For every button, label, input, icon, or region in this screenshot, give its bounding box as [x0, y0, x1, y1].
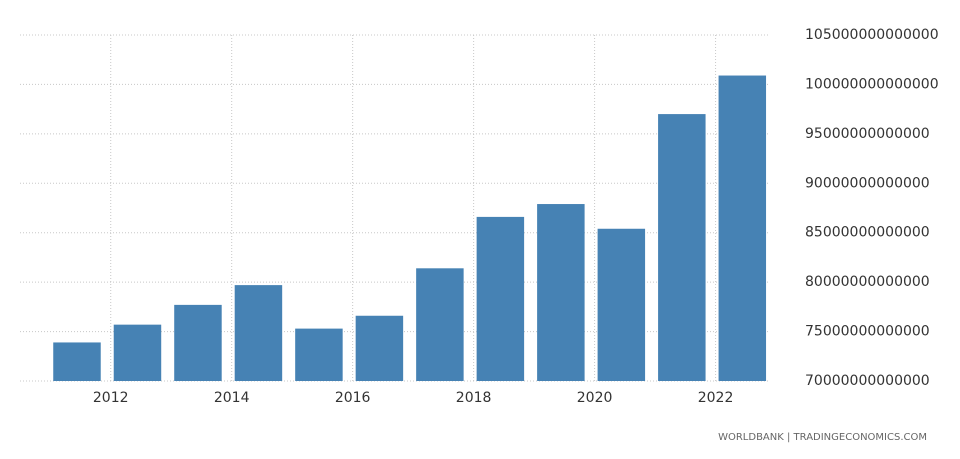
bar: [658, 114, 706, 381]
x-tick-label: 2020: [577, 390, 613, 406]
bar: [476, 216, 525, 381]
bar: [234, 285, 283, 381]
bar: [113, 324, 162, 381]
bar: [53, 342, 101, 381]
y-tick-label: 85000000000000: [805, 225, 930, 241]
x-tick-label: 2016: [335, 390, 371, 406]
bar: [174, 304, 222, 381]
y-tick-label: 100000000000000: [805, 76, 939, 92]
y-tick-label: 90000000000000: [805, 175, 930, 191]
x-tick-label: 2014: [214, 390, 250, 406]
y-tick-label: 95000000000000: [805, 126, 930, 142]
bar: [597, 228, 646, 381]
bar: [718, 75, 767, 381]
bar: [295, 328, 343, 381]
y-tick-label: 80000000000000: [805, 274, 930, 290]
x-tick-label: 2018: [456, 390, 492, 406]
source: WORLDBANK | TRADINGECONOMICS.COM: [718, 432, 927, 443]
y-tick-label: 70000000000000: [805, 373, 930, 389]
bar: [416, 268, 464, 381]
y-tick-label: 105000000000000: [805, 27, 939, 43]
x-tick-label: 2012: [93, 390, 129, 406]
bar: [537, 204, 585, 381]
bar: [355, 315, 404, 381]
y-tick-label: 75000000000000: [805, 324, 930, 340]
x-tick-label: 2022: [698, 390, 734, 406]
